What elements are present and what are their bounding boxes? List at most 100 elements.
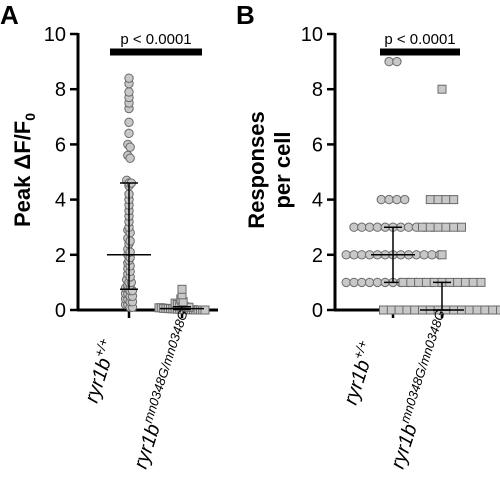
label-superscript: +/+ bbox=[350, 338, 370, 361]
data-point bbox=[372, 222, 383, 232]
data-point bbox=[384, 56, 394, 67]
data-point bbox=[124, 87, 134, 97]
data-point bbox=[124, 73, 134, 83]
y-tick-label: 10 bbox=[44, 24, 66, 46]
data-point bbox=[341, 277, 351, 288]
panel-a-letter: A bbox=[0, 0, 19, 30]
data-point bbox=[421, 277, 431, 287]
data-point bbox=[392, 56, 402, 67]
data-point bbox=[364, 222, 375, 232]
data-point bbox=[427, 250, 437, 260]
y-label-subscript: 0 bbox=[22, 113, 38, 121]
panel-a-y-axis-label: Peak ΔF/F0 bbox=[10, 113, 38, 227]
panel-a-plot: 0 2 4 6 8 10 bbox=[44, 24, 218, 322]
data-point bbox=[125, 142, 135, 152]
y-tick-label: 8 bbox=[55, 79, 66, 101]
data-point bbox=[457, 222, 466, 232]
data-point bbox=[441, 195, 451, 205]
data-point bbox=[392, 194, 402, 205]
label-superscript: +/+ bbox=[91, 336, 111, 359]
panel-b-x-label-mutant: ryr1bmn0348G/mn0348G bbox=[383, 308, 458, 471]
data-point bbox=[394, 305, 404, 315]
y-tick-label: 6 bbox=[312, 134, 323, 156]
y-label-ff: F/F bbox=[10, 121, 35, 154]
data-point bbox=[449, 222, 459, 232]
data-point bbox=[357, 250, 367, 260]
y-tick-label: 4 bbox=[55, 190, 66, 212]
data-point bbox=[124, 117, 134, 128]
label-base: ryr1b bbox=[81, 355, 116, 405]
y-tick-label: 4 bbox=[312, 190, 323, 212]
data-point bbox=[464, 305, 474, 315]
y-label-delta: Δ bbox=[10, 154, 35, 170]
data-point bbox=[433, 222, 443, 232]
y-tick-label: 2 bbox=[55, 245, 66, 267]
label-superscript: mn0348G/mn0348G bbox=[397, 308, 448, 425]
panel-b-letter: B bbox=[236, 0, 255, 30]
panel-b-x-label-wildtype: ryr1b+/+ bbox=[336, 338, 381, 408]
data-point bbox=[410, 305, 420, 315]
data-point bbox=[379, 305, 388, 315]
data-point bbox=[372, 277, 383, 288]
data-point bbox=[124, 128, 134, 139]
data-point bbox=[425, 195, 435, 205]
panel-a-p-value: p < 0.0001 bbox=[120, 31, 191, 48]
data-point bbox=[496, 305, 500, 315]
y-tick-label: 8 bbox=[312, 79, 323, 101]
y-label-line-1: Responses bbox=[244, 111, 269, 228]
panel-b-plot: 0 2 4 6 8 10 bbox=[301, 24, 500, 322]
data-point bbox=[488, 305, 498, 315]
data-point bbox=[441, 222, 451, 232]
data-point bbox=[419, 250, 429, 260]
data-point bbox=[437, 250, 447, 260]
data-point bbox=[357, 277, 367, 288]
data-point bbox=[400, 194, 410, 205]
data-point bbox=[480, 305, 490, 315]
data-point bbox=[341, 250, 351, 260]
y-tick-label: 6 bbox=[55, 134, 66, 156]
y-tick-label: 0 bbox=[55, 300, 66, 322]
y-label-line-2: per cell bbox=[270, 131, 295, 208]
data-point bbox=[414, 277, 424, 287]
y-tick-label: 2 bbox=[312, 245, 323, 267]
label-superscript: mn0348G/mn0348G bbox=[140, 308, 191, 425]
data-point bbox=[418, 222, 427, 232]
data-point bbox=[425, 222, 435, 232]
data-point bbox=[364, 277, 375, 288]
panel-a-x-label-wildtype: ryr1b+/+ bbox=[77, 336, 122, 406]
data-point bbox=[376, 194, 386, 205]
data-point bbox=[349, 250, 359, 260]
y-label-peak: Peak bbox=[10, 170, 35, 228]
data-point bbox=[349, 222, 359, 232]
y-tick-label: 0 bbox=[312, 300, 323, 322]
data-point bbox=[468, 277, 478, 287]
data-point bbox=[476, 277, 486, 287]
panel-a-x-label-mutant: ryr1bmn0348G/mn0348G bbox=[126, 308, 201, 471]
data-point bbox=[357, 222, 367, 232]
data-point bbox=[177, 284, 187, 294]
data-point bbox=[200, 305, 210, 315]
data-point bbox=[406, 277, 416, 287]
data-point bbox=[437, 84, 447, 94]
data-point bbox=[386, 305, 396, 315]
data-point bbox=[449, 195, 459, 205]
data-point bbox=[472, 305, 482, 315]
label-base: ryr1b bbox=[340, 357, 375, 407]
label-base: ryr1b bbox=[130, 421, 165, 471]
label-base: ryr1b bbox=[387, 421, 422, 471]
data-point bbox=[125, 153, 135, 163]
data-point bbox=[433, 195, 443, 205]
y-tick-label: 10 bbox=[301, 24, 323, 46]
panel-b-y-axis-label: Responsesper cell bbox=[244, 111, 295, 228]
data-point bbox=[453, 277, 463, 287]
data-point bbox=[384, 194, 394, 205]
data-point bbox=[460, 277, 470, 287]
data-point bbox=[125, 236, 135, 246]
panel-b-p-value: p < 0.0001 bbox=[384, 31, 455, 48]
data-point bbox=[349, 277, 359, 288]
data-point bbox=[402, 305, 412, 315]
data-point bbox=[403, 222, 414, 232]
panel-b: B Responsesper cell 0 2 4 6 8 10 p < 0.0001 r… bbox=[236, 0, 500, 472]
